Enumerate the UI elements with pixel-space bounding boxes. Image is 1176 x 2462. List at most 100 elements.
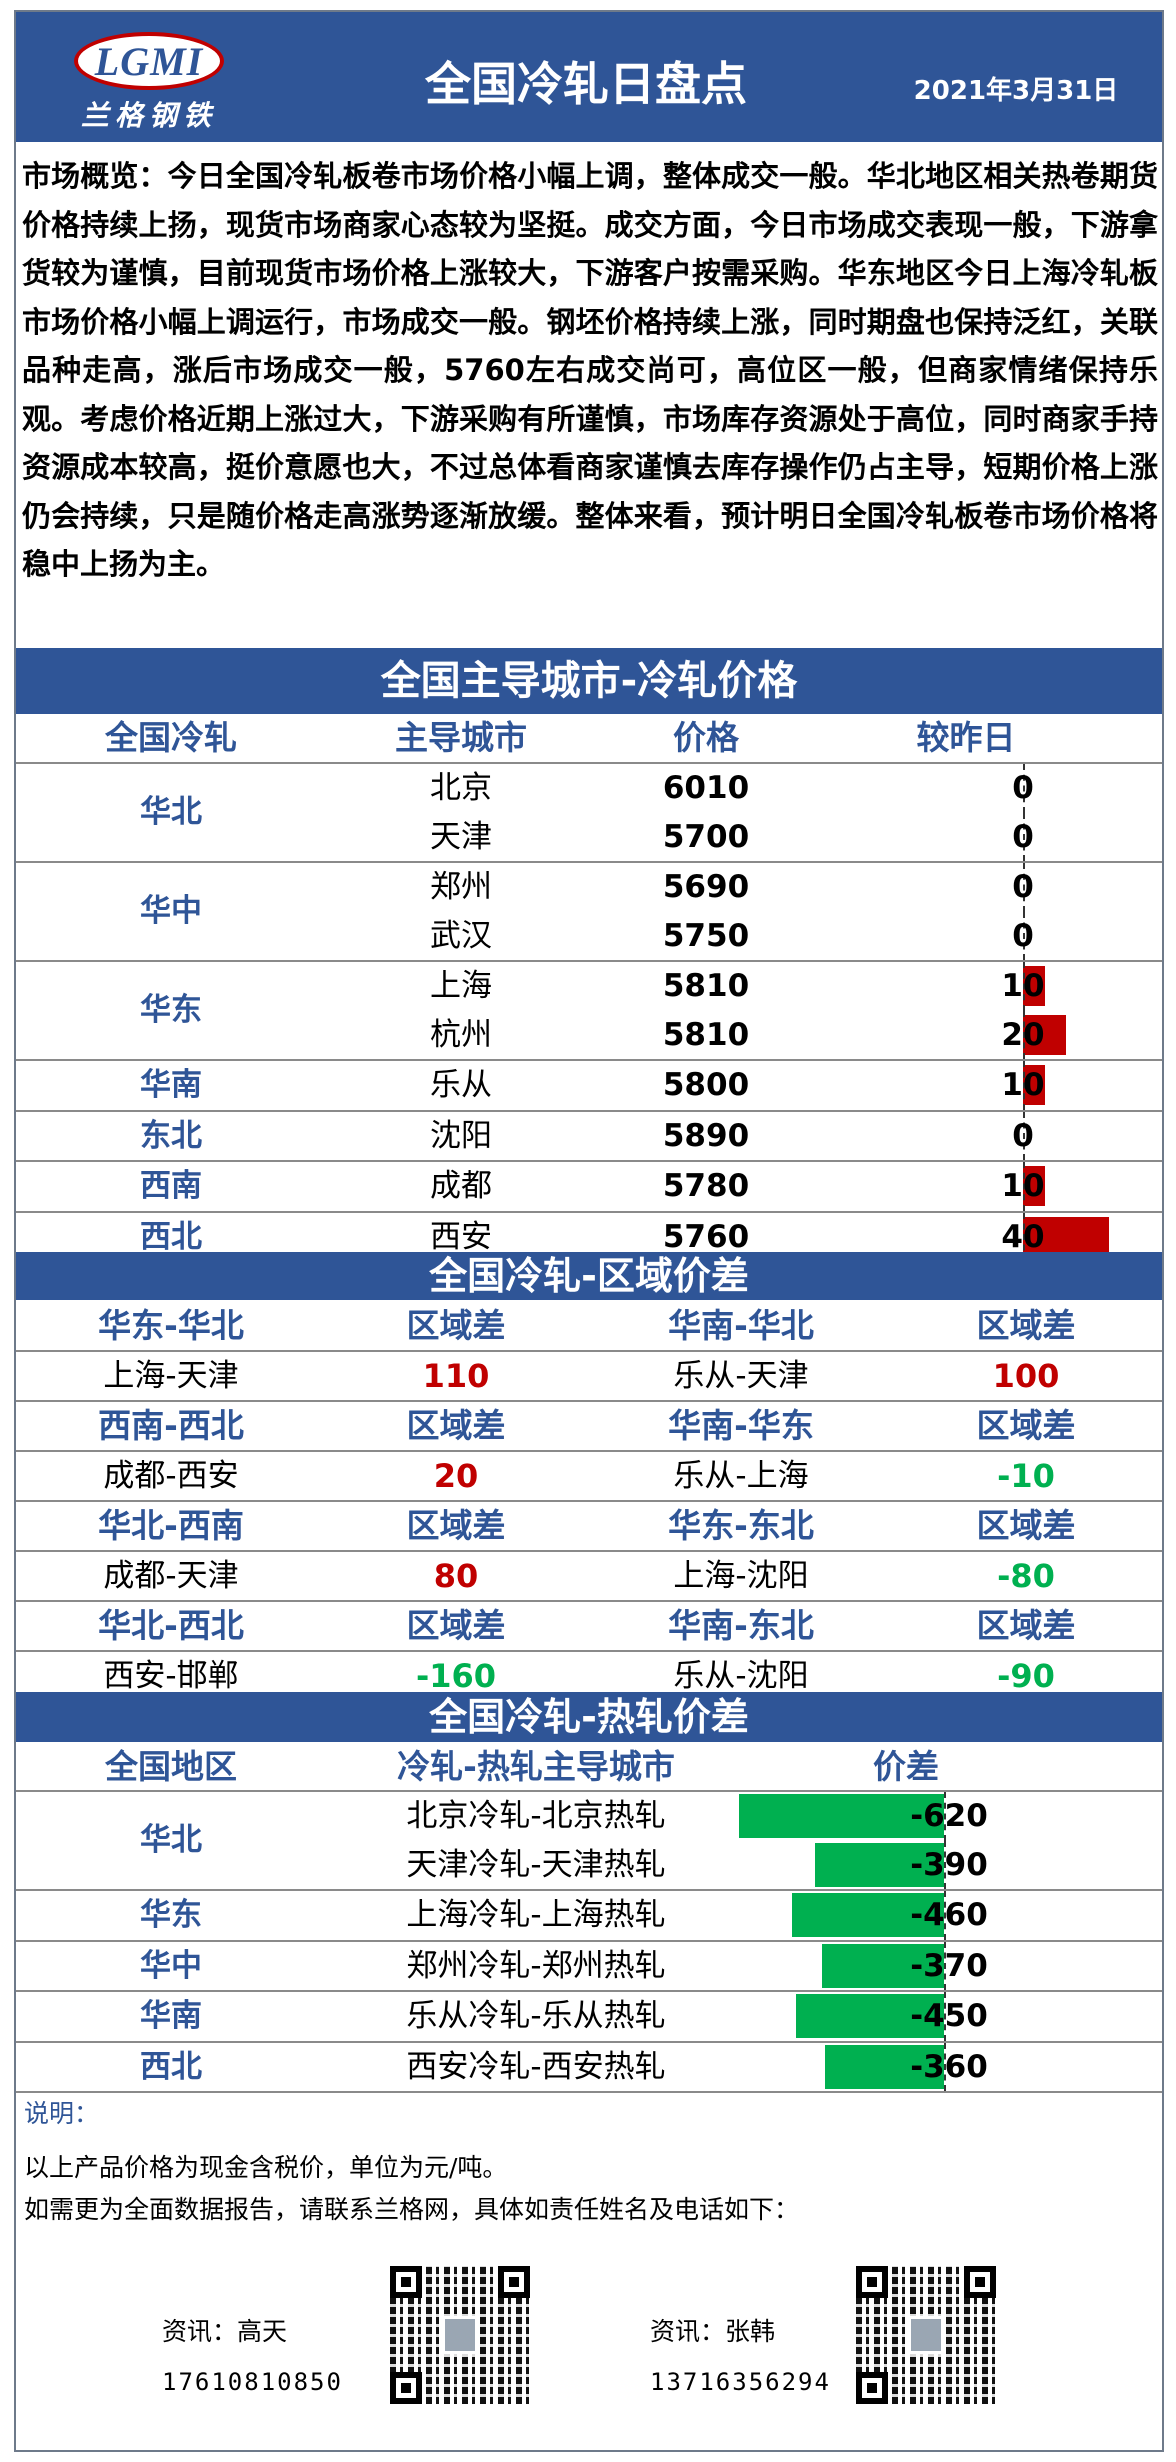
spread-value: -620 [910,1798,988,1834]
logo-mark: LGMI [94,39,204,84]
qr-code-icon [856,2266,996,2404]
city-price: 5760 [662,1218,750,1255]
divider [16,1109,1162,1112]
spread-pair: 乐从冷轧-乐从热轧 [406,1998,666,2034]
divider [16,1350,1162,1352]
spread-value: 20 [433,1457,479,1495]
spread-bar [815,1842,944,1887]
region-pair: 华南-华北 [668,1306,814,1345]
spread-pair: 郑州冷轧-郑州热轧 [406,1947,666,1984]
spread-value: -160 [415,1657,497,1695]
note-price-basis: 以上产品价格为现金含税价，单位为元/吨。 [24,2153,508,2182]
city-pair: 上海-天津 [103,1358,239,1394]
spread-label: 区域差 [976,1506,1076,1545]
region-pair: 华东-东北 [668,1506,814,1545]
price-section-title: 全国主导城市-冷轧价格 [16,648,1162,714]
city-price: 5780 [662,1168,750,1204]
region-label: 华中 [140,1947,202,1984]
region-label: 华东 [140,1897,202,1933]
change-value: 20 [1001,1016,1045,1053]
change-bar [1023,1166,1045,1206]
divider [16,2040,1162,2043]
city-pair: 上海-沈阳 [673,1558,809,1594]
hot-header-1: 冷轧-热轧主导城市 [397,1747,675,1786]
divider [16,1939,1162,1942]
city-name: 天津 [430,818,492,855]
divider [16,1790,1162,1792]
spread-value: 80 [433,1557,479,1595]
divider [16,2091,1162,2093]
city-price: 6010 [662,770,750,806]
notes-title: 说明： [24,2099,100,2128]
zero-line [1023,1010,1025,1059]
divider [16,762,1162,764]
zero-line [1023,911,1025,960]
change-value: 40 [1001,1218,1045,1255]
city-pair: 乐从-天津 [673,1358,809,1394]
city-price: 5810 [662,1016,750,1053]
region-pair: 华南-东北 [668,1606,814,1645]
price-header-0: 全国冷轧 [105,718,237,757]
change-bar [1023,966,1045,1006]
city-name: 北京 [430,770,492,806]
divider [16,1889,1162,1891]
qr-code-icon [390,2266,530,2404]
zero-line [944,1891,946,1940]
region-label: 华南 [140,1998,202,2034]
change-value: 10 [1001,968,1045,1004]
change-value: 0 [1012,818,1034,855]
region-label: 华南 [140,1067,202,1103]
divider [16,1400,1162,1402]
note-contact: 如需更为全面数据报告，请联系兰格网，具体如责任姓名及电话如下： [24,2195,800,2224]
spread-value: 100 [992,1357,1060,1395]
change-value: 0 [1012,917,1034,954]
divider [16,1450,1162,1452]
divider [16,861,1162,863]
logo-subtitle: 兰格钢铁 [80,99,217,132]
change-value: 10 [1001,1168,1045,1204]
city-name: 郑州 [430,869,492,905]
zero-line [944,1792,946,1841]
zero-line [1023,962,1025,1011]
zero-line [944,1941,946,1990]
contact-phone-1: 17610810850 [162,2368,343,2396]
city-name: 上海 [430,968,492,1004]
city-pair: 乐从-沈阳 [673,1658,809,1694]
zero-line [1023,812,1025,861]
change-value: 0 [1012,869,1034,905]
report-date: 2021年3月31日 [913,76,1119,106]
city-price: 5700 [662,818,750,855]
spread-value: -80 [997,1557,1055,1595]
region-label: 西南 [140,1168,202,1204]
spread-label: 区域差 [406,1606,506,1645]
report-frame: LGMI 兰格钢铁 全国冷轧日盘点 2021年3月31日 市场概览：今日全国冷轧… [14,10,1164,2452]
city-price: 5890 [662,1117,750,1154]
city-pair: 西安-邯郸 [103,1658,239,1694]
divider [16,1160,1162,1162]
spread-value: -90 [997,1657,1055,1695]
region-label: 华中 [140,893,202,929]
region-pair: 华北-西南 [98,1506,244,1545]
city-pair: 成都-天津 [103,1558,239,1594]
region-label: 华北 [140,794,202,830]
city-name: 杭州 [430,1016,492,1053]
region-label: 华北 [140,1822,202,1858]
region-label: 西北 [140,1218,202,1255]
contact-phone-2: 13716356294 [650,2368,831,2396]
contact-name-1: 资讯：高天 [162,2317,288,2346]
spread-value: -450 [910,1998,988,2034]
city-price: 5750 [662,917,750,954]
spread-label: 区域差 [976,1606,1076,1645]
market-overview: 市场概览：今日全国冷轧板卷市场价格小幅上调，整体成交一般。华北地区相关热卷期货价… [22,159,1158,581]
spread-pair: 西安冷轧-西安热轧 [406,2048,666,2085]
spread-bar [739,1794,944,1838]
zero-line [1023,1061,1025,1110]
lgmi-logo: LGMI 兰格钢铁 [66,28,236,132]
page-title: 全国冷轧日盘点 [425,57,747,111]
spread-value: -360 [910,2048,988,2085]
spread-label: 区域差 [406,1306,506,1345]
divider [16,1990,1162,1992]
change-value: 0 [1012,1117,1034,1154]
spread-value: -460 [910,1897,988,1933]
spread-bar [792,1893,944,1937]
